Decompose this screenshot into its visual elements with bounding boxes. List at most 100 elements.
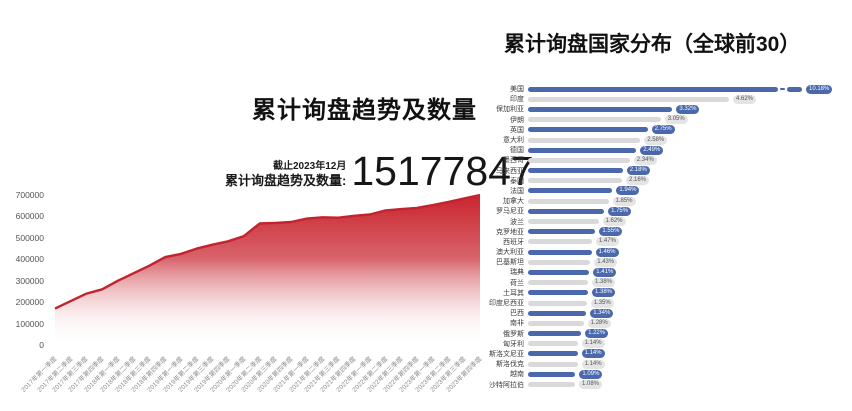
bar-row: 巴西 1.34% [484,308,850,318]
bar-track [528,382,575,388]
trend-stat-labels: 截止2023年12月 累计询盘趋势及数量: [225,160,346,192]
bar-row: 墨西哥 2.34% [484,155,850,165]
bar [528,361,578,367]
bar [528,382,575,388]
value-badge: 3.05% [664,115,688,125]
country-label: 南非 [510,320,524,328]
bar-row: 荷兰 1.38% [484,278,850,288]
country-label: 保加利亚 [496,106,524,114]
bar-row: 斯洛伐克 1.14% [484,359,850,369]
bar-track [528,300,587,306]
bar-row: 保加利亚 3.32% [484,104,850,114]
bar [528,259,591,265]
trend-area-series [54,193,481,345]
bar [528,239,592,245]
country-label: 英国 [510,126,524,134]
bar [528,198,609,204]
country-label: 匈牙利 [503,340,524,348]
bar-row: 伊朗 3.05% [484,115,850,125]
bar-row: 瑞典 1.41% [484,267,850,277]
bar-track [528,127,648,133]
value-badge: 10.18% [806,84,833,94]
value-badge: 1.43% [594,257,618,267]
country-label: 越南 [510,371,524,379]
value-badge: 1.22% [585,329,609,339]
value-badge: 1.85% [612,196,636,206]
value-badge: 1.47% [595,237,619,247]
bar-row: 克罗地亚 1.55% [484,227,850,237]
value-badge: 1.46% [595,247,619,257]
value-badge: 3.32% [676,104,700,114]
bar-track [528,86,802,92]
value-badge: 2.18% [626,166,650,176]
value-badge: 1.38% [592,278,616,288]
value-badge: 1.14% [581,339,605,349]
bar-track [528,229,596,235]
bar-row: 印度尼西亚 1.35% [484,298,850,308]
trend-area-plot [54,193,481,345]
bar-row: 英国 2.75% [484,125,850,135]
bar [528,280,588,286]
total-inquiries-value: 15177847 [351,148,534,194]
bar-track [528,198,609,204]
y-axis-tick-label: 500000 [15,232,44,243]
y-axis-tick-label: 200000 [15,297,44,308]
bar-row: 马来西亚 2.18% [484,166,850,176]
bar-row: 巴基斯坦 1.43% [484,257,850,267]
bar-row: 波兰 1.62% [484,216,850,227]
y-axis-tick-label: 700000 [15,190,44,200]
y-axis-tick-label: 400000 [15,254,44,265]
bar [528,371,576,377]
bar-row: 澳大利亚 1.46% [484,247,850,257]
value-badge: 2.75% [651,125,675,135]
bar-track [528,331,582,337]
country-label: 巴基斯坦 [496,259,524,267]
value-badge: 2.34% [633,155,657,165]
bar-row: 西班牙 1.47% [484,237,850,247]
bar [528,137,641,143]
country-label: 美国 [510,86,524,94]
bar [528,331,582,337]
bar [528,188,613,194]
bar-row: 土耳其 1.38% [484,288,850,298]
bar [528,300,587,306]
country-label: 印度尼西亚 [489,300,524,308]
bar-track [528,219,599,225]
bar-track [528,341,578,347]
y-axis-tick-label: 100000 [15,318,44,329]
bar [528,147,637,153]
bar [528,229,596,235]
country-label: 西班牙 [503,238,524,246]
bar [528,208,605,214]
bar-track [528,269,590,275]
country-label: 马来西亚 [496,167,524,175]
bar-track [528,371,576,377]
stat-label: 累计询盘趋势及数量: [225,173,347,188]
country-label: 巴西 [510,310,524,318]
bar [528,269,590,275]
bar-row: 南非 1.28% [484,318,850,328]
value-badge: 1.75% [608,206,632,216]
bar-track [528,137,641,143]
value-badge: 4.62% [733,94,757,104]
value-badge: 1.35% [590,298,614,308]
bar-track [528,106,673,112]
y-axis-tick-label: 300000 [15,275,44,286]
country-label: 瑞典 [510,269,524,277]
bar-track [528,290,588,296]
bar-track [528,249,592,255]
value-badge: 1.09% [579,369,603,379]
bar-row: 罗马尼亚 1.75% [484,206,850,216]
bar [528,249,592,255]
bar [528,290,588,296]
country-chart-title: 累计询盘国家分布（全球前30） [504,33,801,56]
bar-track [528,147,637,153]
value-badge: 1.08% [579,380,603,390]
bar [528,106,673,112]
country-label: 荷兰 [510,279,524,287]
country-label: 意大利 [503,137,524,145]
bar [528,157,630,163]
value-badge: 2.16% [626,176,650,186]
bar-tail [787,86,802,92]
value-badge: 1.38% [592,288,616,298]
